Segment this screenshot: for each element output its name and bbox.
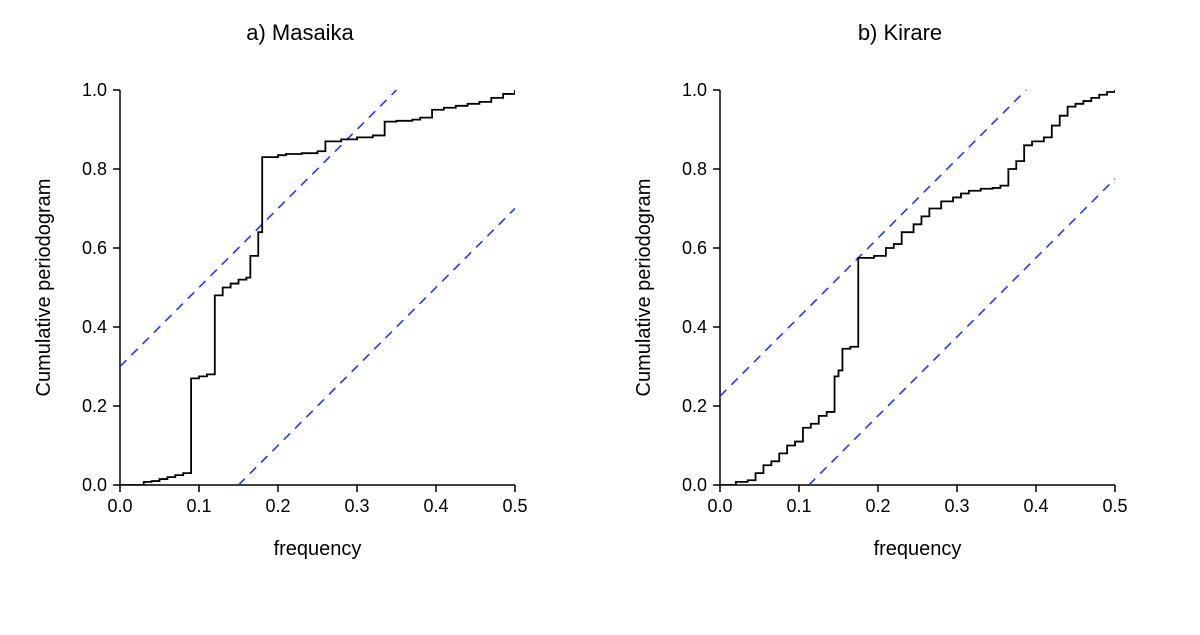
y-tick-label: 0.6 [82,238,107,258]
y-tick-label: 0.4 [82,317,107,337]
y-axis-label: Cumulative periodogram [33,179,55,397]
panel-b-svg: 0.0 0.1 0.2 0.3 0.4 0.5 0.0 0.2 0.4 0.6 0.8 1.0 freq… [600,60,1200,620]
x-tick-label: 0.0 [107,496,132,516]
x-axis-label: frequency [874,538,962,560]
y-tick-label: 0.4 [682,317,707,337]
y-tick-label: 0.2 [82,396,107,416]
y-tick-label: 0.8 [82,159,107,179]
panel-b: b) Kirare 0.0 0.1 0.2 0.3 0.4 0.5 0.0 0.2 0.4 0.6… [600,0,1200,635]
panel-a-svg: 0.0 0.1 0.2 0.3 0.4 0.5 0.0 0.2 0.4 0.6 0.8 1.0 freq… [0,60,600,620]
y-tick-label: 1.0 [82,80,107,100]
panel-a: a) Masaika 0.00.10.20.30.40.50.00.20.40.… [0,0,600,635]
confidence-bound [809,179,1115,485]
y-tick-label: 0.6 [682,238,707,258]
y-axis-label: Cumulative periodogram [633,179,655,397]
y-tick-label: 1.0 [682,80,707,100]
confidence-bound [720,90,1026,396]
x-tick-label: 0.0 [707,496,732,516]
x-tick-label: 0.4 [1023,496,1048,516]
x-tick-label: 0.3 [944,496,969,516]
x-axis-label: frequency [274,538,362,560]
y-tick-label: 0.0 [82,475,107,495]
x-tick-label: 0.5 [1102,496,1127,516]
panels-row: a) Masaika 0.00.10.20.30.40.50.00.20.40.… [0,0,1200,635]
x-tick-label: 0.1 [786,496,811,516]
confidence-bound [239,209,516,486]
x-tick-label: 0.4 [423,496,448,516]
x-tick-label: 0.3 [344,496,369,516]
x-tick-label: 0.5 [502,496,527,516]
panel-b-title: b) Kirare [600,20,1200,46]
panel-a-title: a) Masaika [0,20,600,46]
x-tick-label: 0.2 [265,496,290,516]
x-tick-label: 0.1 [186,496,211,516]
y-tick-label: 0.8 [682,159,707,179]
y-tick-label: 0.0 [682,475,707,495]
x-tick-label: 0.2 [865,496,890,516]
cumulative-periodogram-step [120,90,515,485]
y-tick-label: 0.2 [682,396,707,416]
confidence-bound [120,90,397,367]
cumulative-periodogram-step [720,90,1115,485]
